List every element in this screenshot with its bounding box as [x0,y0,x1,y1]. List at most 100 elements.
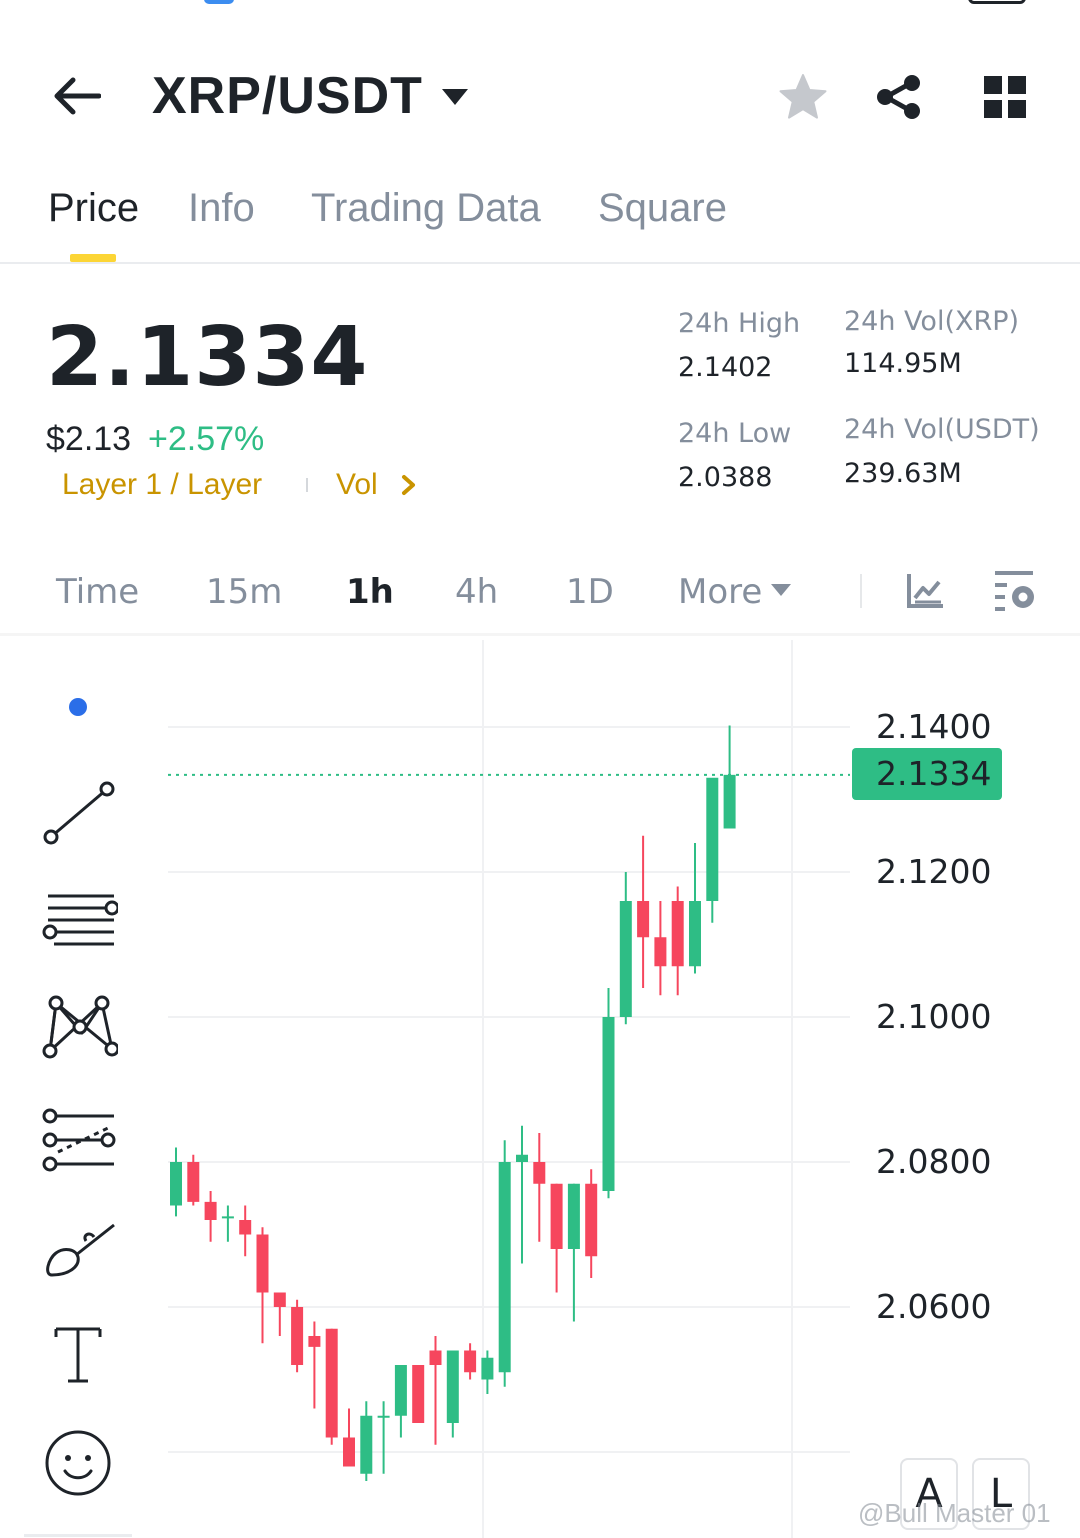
share-icon [877,75,920,119]
header: XRP/USDT [0,56,1080,136]
interval-more[interactable]: More [678,572,763,612]
brush-icon [46,1223,115,1277]
candle [170,1147,182,1217]
toolbar-divider [24,1534,132,1537]
candle [481,1350,494,1394]
candle-body [256,1234,269,1293]
layout-grid-button[interactable] [976,70,1034,124]
indicators-button[interactable] [902,568,948,614]
notification-icon [204,0,234,4]
high-24h-value: 2.1402 [678,352,773,383]
candle [723,725,736,829]
auto-scale-button[interactable]: A [900,1458,958,1530]
candle-body [377,1415,390,1418]
candle [567,1183,580,1322]
price-axis-label: 2.1000 [876,997,992,1036]
tab-price[interactable]: Price [48,186,140,230]
usd-price: $2.13 [46,420,132,458]
candle [689,843,701,974]
candlestick-chart[interactable] [160,640,860,1538]
vol-quote-value: 239.63M [844,458,962,489]
candle-body [170,1162,182,1206]
candle [464,1343,477,1380]
candle [516,1125,528,1264]
candle [394,1365,407,1438]
battery-icon [968,0,1026,4]
candle-body [239,1220,252,1235]
trend-line-tool[interactable] [30,768,126,858]
candle [291,1299,304,1373]
candle-body [394,1365,407,1416]
last-price-tag: 2.1334 [852,748,1002,800]
text-tool-icon [54,1327,102,1383]
candle-body [446,1350,459,1423]
candle [343,1408,355,1467]
chart-settings-button[interactable] [990,568,1038,614]
brush-tool[interactable] [30,1206,126,1296]
candle [619,872,632,1025]
last-price: 2.1334 [46,310,369,405]
pair-selector-button[interactable] [438,82,472,112]
tab-square[interactable]: Square [598,186,727,230]
chart-settings-icon [995,571,1034,611]
candle [533,1133,546,1242]
candle-body [464,1350,477,1373]
candle-body [516,1154,528,1162]
candle-body [602,1017,615,1191]
emoji-tool[interactable] [30,1418,126,1508]
candle-body [204,1201,217,1220]
tab-trading-data[interactable]: Trading Data [311,186,541,230]
fibonacci-icon [42,1108,116,1172]
interval-time[interactable]: Time [56,572,140,612]
price-summary: 2.1334 $2.13 +2.57% Layer 1 / Layer Vol … [0,300,1080,520]
candle [204,1191,217,1242]
interval-bar: Time 15m 1h 4h 1D More [0,560,1080,636]
status-bar [0,0,1080,14]
text-tool[interactable] [30,1310,126,1400]
favorite-button[interactable] [774,70,832,124]
interval-divider [860,574,862,608]
candle [360,1401,373,1481]
candle-body [654,937,667,967]
tab-bar: Price Info Trading Data Square [0,178,1080,264]
candle [602,988,615,1199]
candle [706,777,719,923]
candle [308,1321,321,1409]
indicator-chart-icon [907,574,943,608]
back-button[interactable] [44,68,108,124]
pattern-icon [42,995,118,1059]
price-axis-label: 2.0800 [876,1142,992,1181]
candle-body [308,1336,321,1347]
candle [585,1169,598,1278]
parallel-lines-tool[interactable] [30,876,126,966]
interval-4h[interactable]: 4h [455,572,499,612]
fibonacci-tool[interactable] [30,1096,126,1186]
candle-body [481,1357,494,1380]
grid-icon [984,76,1026,118]
tab-info[interactable]: Info [188,186,255,230]
candle [429,1336,442,1445]
share-button[interactable] [870,70,928,124]
interval-15m[interactable]: 15m [206,572,283,612]
caret-down-icon[interactable] [770,582,792,598]
candle-body [498,1162,511,1373]
low-24h-value: 2.0388 [678,462,773,493]
chevron-right-icon[interactable] [400,474,418,496]
candle-body [325,1328,338,1438]
candle [221,1205,234,1242]
category-tag[interactable]: Layer 1 / Layer [62,468,263,501]
candle-body [567,1183,580,1249]
pair-title[interactable]: XRP/USDT [152,67,423,125]
volume-tag[interactable]: Vol [336,468,378,501]
candle-body [585,1183,598,1257]
candle-body [343,1437,355,1467]
candle [654,901,667,996]
drawing-mode-dot-icon [69,698,87,716]
log-scale-button[interactable]: L [972,1458,1030,1530]
interval-1h[interactable]: 1h [346,572,394,612]
interval-1d[interactable]: 1D [566,572,614,612]
candle-body [273,1292,286,1307]
pattern-tool[interactable] [30,982,126,1072]
price-change-percent: +2.57% [148,420,265,458]
candle [446,1350,459,1438]
